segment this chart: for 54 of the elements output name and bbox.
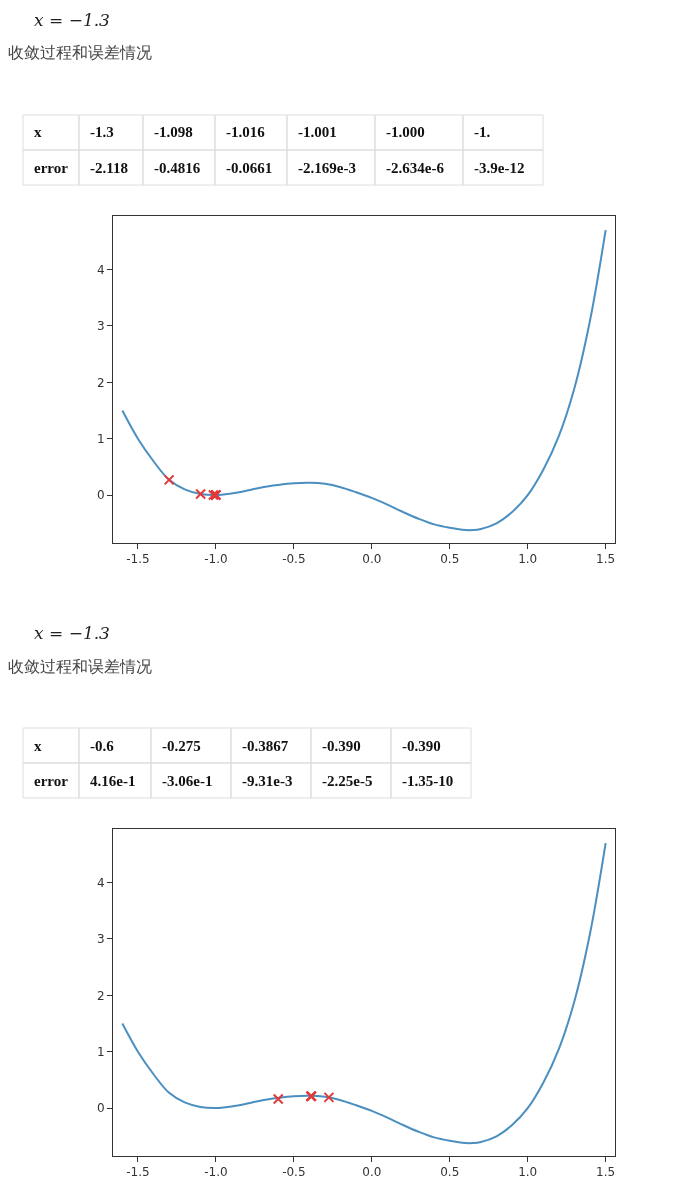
text: error <box>34 160 69 176</box>
text: -2.634e-6 <box>386 160 445 176</box>
x-tick-label: -0.5 <box>282 552 306 567</box>
text: -2.169e-3 <box>298 160 356 176</box>
text: -0.275 <box>162 738 201 754</box>
x-tick-label: -0.5 <box>282 1165 306 1180</box>
x-tick-label: -1.0 <box>204 552 228 567</box>
y-tick-label: 1 <box>96 431 105 446</box>
y-tick-label: 0 <box>96 1101 105 1116</box>
y-tick-label: 3 <box>96 932 105 947</box>
chart-title: x = −1.3 <box>34 10 110 30</box>
text: -0.6 <box>90 738 115 754</box>
text: -1.35-10 <box>402 773 454 789</box>
text: -0.4816 <box>154 160 201 176</box>
text: x <box>34 124 42 140</box>
y-tick-label: 1 <box>96 1044 105 1059</box>
text: -3.9e-12 <box>474 160 525 176</box>
x-tick-label: 1.0 <box>518 552 538 567</box>
y-tick-label: 4 <box>96 262 105 277</box>
text: -1.3 <box>90 124 114 140</box>
x-tick-label: 1.5 <box>596 1165 616 1180</box>
text: -0.390 <box>322 738 361 754</box>
y-tick-label: 2 <box>96 375 105 390</box>
y-tick-label: 4 <box>96 875 105 890</box>
text: -2.118 <box>90 160 128 176</box>
text: x <box>34 738 42 754</box>
x-tick-label: -1.5 <box>126 552 150 567</box>
text: -0.3867 <box>242 738 289 754</box>
x-tick-label: 1.0 <box>518 1165 538 1180</box>
text: error <box>34 773 69 789</box>
text: -1. <box>474 124 491 140</box>
text: 4.16e-1 <box>90 773 136 789</box>
x-tick-label: -1.5 <box>126 1165 150 1180</box>
x-tick-label: -1.0 <box>204 1165 228 1180</box>
x-tick-label: 0.0 <box>362 1165 382 1180</box>
text: -0.0661 <box>226 160 273 176</box>
chart-subtitle: 收敛过程和误差情况 <box>8 657 152 676</box>
text: -1.000 <box>386 124 425 140</box>
text: -3.06e-1 <box>162 773 213 789</box>
x-tick-label: 1.5 <box>596 552 616 567</box>
text: -9.31e-3 <box>242 773 293 789</box>
x-tick-label: 0.0 <box>362 552 382 567</box>
chart-title: x = −1.3 <box>34 623 110 643</box>
y-tick-label: 3 <box>96 319 105 334</box>
y-tick-label: 2 <box>96 988 105 1003</box>
text: -1.098 <box>154 124 193 140</box>
x-tick-label: 0.5 <box>440 552 460 567</box>
text: -0.390 <box>402 738 441 754</box>
text: -1.016 <box>226 124 266 140</box>
text: -2.25e-5 <box>322 773 373 789</box>
x-tick-label: 0.5 <box>440 1165 460 1180</box>
y-tick-label: 0 <box>96 488 105 503</box>
chart-subtitle: 收敛过程和误差情况 <box>8 43 152 62</box>
text: -1.001 <box>298 124 337 140</box>
